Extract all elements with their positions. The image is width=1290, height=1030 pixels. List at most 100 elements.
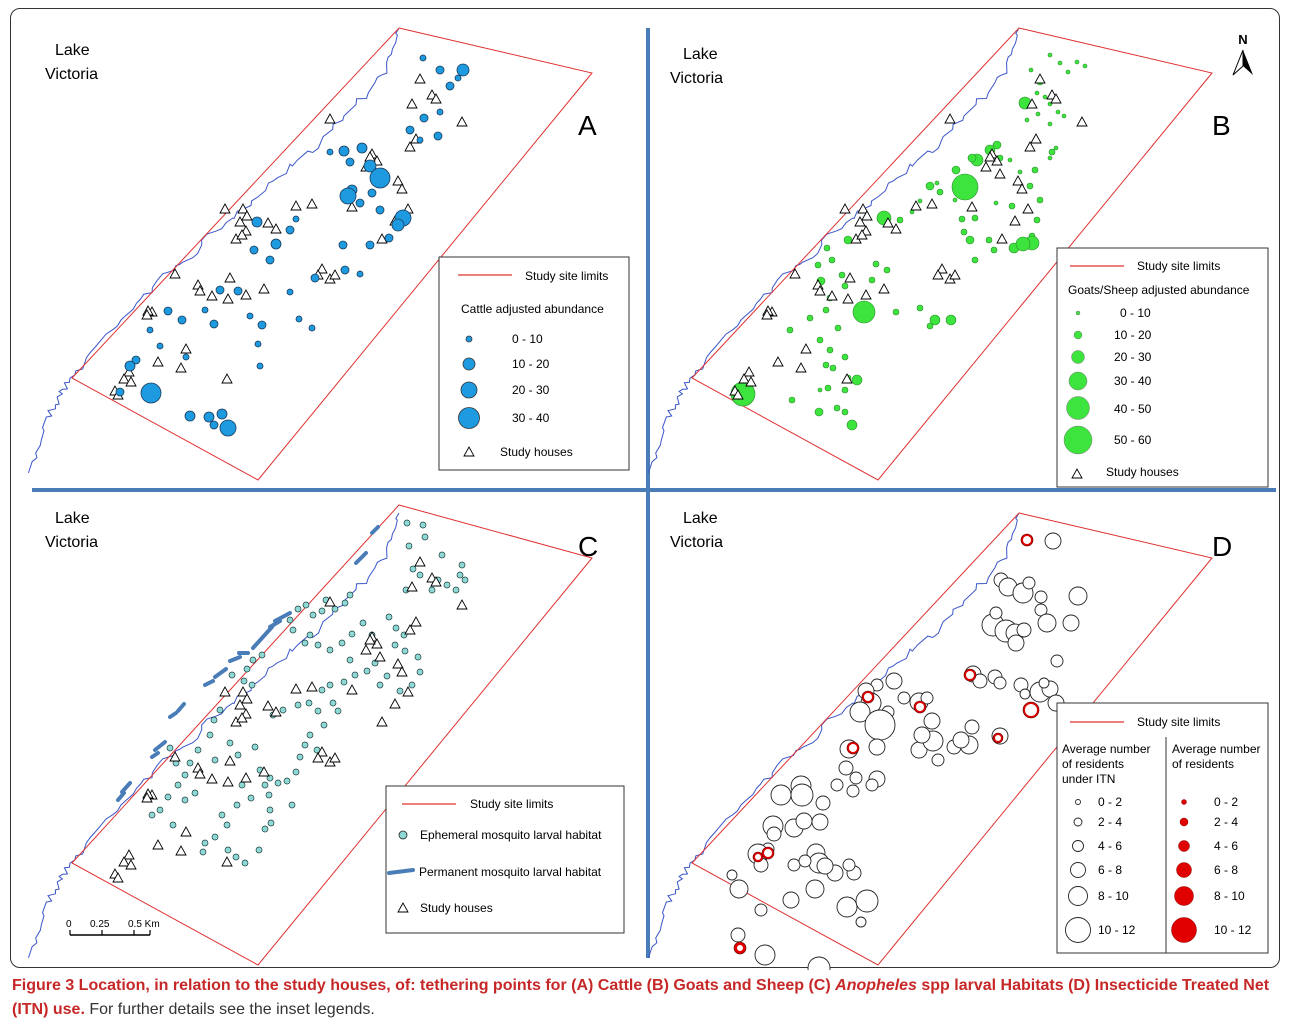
resident-count-inner — [1023, 536, 1031, 544]
ephemeral-larval-habitat — [223, 821, 231, 829]
ephemeral-larval-habitat — [267, 819, 275, 827]
cattle-tether-point — [215, 285, 225, 295]
legend-itn-circle — [1072, 840, 1084, 852]
goat-tether-point — [829, 364, 837, 372]
ephemeral-larval-habitat — [251, 743, 259, 751]
study-house-marker — [857, 203, 869, 214]
study-house-marker — [1026, 98, 1038, 109]
study-house-marker — [236, 229, 248, 240]
cattle-tether-point — [338, 145, 350, 157]
study-house-marker — [944, 113, 956, 124]
ephemeral-larval-habitat — [401, 647, 409, 655]
ephemeral-larval-habitat — [408, 681, 416, 689]
study-house-marker — [329, 752, 341, 763]
legend-class: 6 - 8 — [1098, 863, 1122, 877]
ephemeral-larval-habitat — [329, 699, 337, 707]
goat-tether-point — [971, 256, 979, 264]
ephemeral-larval-habitat — [233, 801, 241, 809]
legend-class: 10 - 12 — [1098, 923, 1136, 937]
goat-tether-point — [992, 140, 1002, 150]
itn-use-circle — [1068, 586, 1088, 606]
study-house-marker — [842, 293, 854, 304]
figure-caption: Figure 3 Location, in relation to the st… — [12, 974, 1278, 1022]
cattle-tether-point — [256, 362, 264, 370]
study-house-marker — [219, 686, 231, 697]
legend-class: 4 - 6 — [1214, 839, 1238, 853]
study-house-marker — [430, 576, 442, 587]
itn-use-circle — [864, 709, 896, 741]
legend-class: 40 - 50 — [1114, 402, 1152, 416]
itn-use-circle — [931, 753, 945, 767]
cattle-tether-point — [182, 353, 190, 361]
legend-houses: Study houses — [1106, 465, 1179, 479]
study-site-boundary — [691, 512, 1213, 966]
goat-tether-point — [1028, 67, 1034, 73]
study-house-marker — [410, 616, 422, 627]
itn-use-circle — [798, 854, 812, 868]
ephemeral-larval-habitat — [306, 731, 314, 739]
cattle-tether-point — [146, 326, 154, 334]
ephemeral-larval-habitat — [359, 619, 367, 627]
study-house-marker — [125, 376, 137, 387]
study-house-marker — [224, 755, 236, 766]
study-house-marker — [290, 683, 302, 694]
ephemeral-larval-habitat — [306, 631, 314, 639]
study-house-marker — [404, 141, 416, 152]
cattle-tether-point — [209, 420, 219, 430]
study-house-marker — [980, 161, 992, 172]
study-house-marker — [141, 792, 153, 803]
itn-use-circle — [754, 944, 776, 966]
study-house-marker — [376, 716, 388, 727]
study-house-marker — [932, 269, 944, 280]
study-house-marker — [192, 762, 204, 773]
study-house-marker — [860, 289, 872, 300]
itn-use-circle — [1022, 576, 1036, 590]
study-house-marker — [402, 686, 414, 697]
study-house-marker — [406, 581, 418, 592]
itn-use-circle — [842, 858, 856, 872]
itn-use-circle — [770, 784, 792, 806]
goat-tether-point — [1024, 117, 1030, 123]
ephemeral-larval-habitat — [294, 701, 302, 709]
scale-tick: 0 — [66, 919, 72, 930]
ephemeral-larval-habitat — [289, 626, 297, 634]
lake-label-line2: Victoria — [45, 534, 98, 551]
study-house-marker — [240, 772, 252, 783]
study-house-marker — [118, 856, 130, 867]
study-house-marker — [844, 272, 856, 283]
goat-tether-point — [990, 246, 998, 254]
study-house-marker — [1012, 175, 1024, 186]
legend-class: 20 - 30 — [1114, 350, 1152, 364]
itn-use-circle — [1044, 532, 1062, 550]
itn-use-circle — [1062, 614, 1080, 632]
study-house-marker — [856, 229, 868, 240]
cattle-tether-point — [375, 205, 385, 215]
study-house-marker — [406, 98, 418, 109]
ephemeral-larval-habitat — [338, 639, 346, 647]
panel-a — [28, 27, 593, 481]
cattle-tether-point — [286, 288, 294, 296]
ephemeral-larval-habitat — [266, 774, 274, 782]
study-house-marker — [1016, 183, 1028, 194]
study-house-marker — [910, 200, 922, 211]
ephemeral-larval-habitat — [169, 821, 177, 829]
goat-tether-point — [1047, 155, 1053, 161]
ephemeral-larval-habitat — [421, 533, 429, 541]
permanent-larval-habitat — [251, 625, 274, 650]
study-house-marker — [392, 658, 404, 669]
ephemeral-larval-habitat — [294, 605, 302, 613]
itn-use-circle — [836, 896, 858, 918]
ephemeral-larval-habitat — [292, 768, 300, 776]
legend-itn-circle — [1068, 886, 1088, 906]
study-house-marker — [270, 223, 282, 234]
study-house-marker — [800, 343, 812, 354]
ephemeral-larval-habitat — [265, 791, 273, 799]
study-house-marker — [890, 223, 902, 234]
itn-use-circle — [1037, 613, 1057, 633]
itn-use-circle — [726, 869, 738, 881]
cattle-tether-point — [249, 245, 259, 255]
goat-tether-point — [816, 336, 824, 344]
goat-tether-point — [828, 256, 836, 264]
goat-tether-point — [925, 181, 935, 191]
goat-tether-point — [916, 304, 924, 312]
